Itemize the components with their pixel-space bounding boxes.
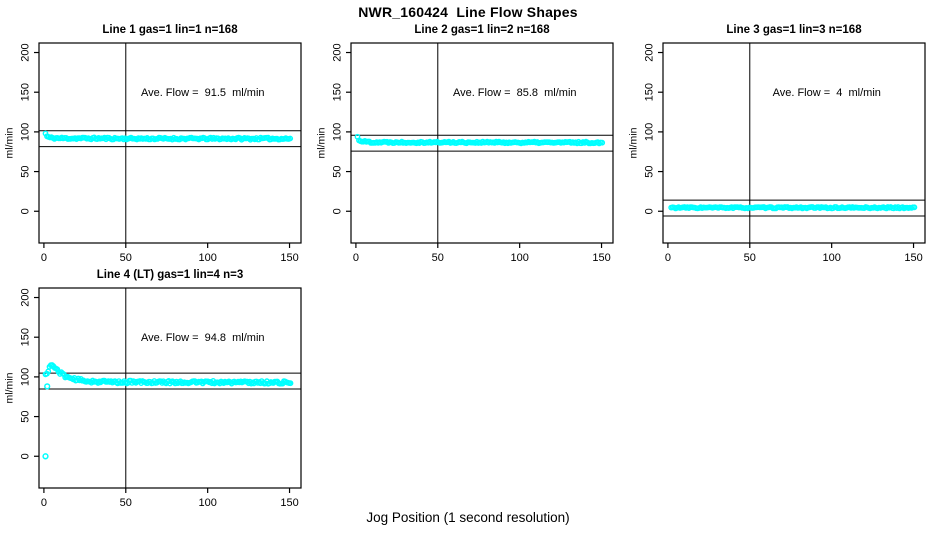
svg-text:Line 1 gas=1 lin=1 n=168: Line 1 gas=1 lin=1 n=168 bbox=[102, 24, 238, 36]
subplot-line-2: Line 2 gas=1 lin=2 n=168 0 50 100 150 0 50 100 1… bbox=[316, 24, 614, 264]
svg-text:50: 50 bbox=[432, 252, 444, 264]
svg-text:Line 2 gas=1 lin=2 n=168: Line 2 gas=1 lin=2 n=168 bbox=[414, 24, 550, 36]
svg-text:0: 0 bbox=[20, 208, 32, 214]
svg-text:ml/min: ml/min bbox=[4, 127, 16, 158]
svg-text:0: 0 bbox=[353, 252, 359, 264]
svg-text:50: 50 bbox=[744, 252, 756, 264]
svg-text:Ave. Flow = 94.8 ml/min: Ave. Flow = 94.8 ml/min bbox=[141, 332, 265, 344]
svg-text:0: 0 bbox=[665, 252, 671, 264]
svg-text:ml/min: ml/min bbox=[628, 127, 640, 158]
svg-text:150: 150 bbox=[644, 83, 656, 101]
svg-text:50: 50 bbox=[120, 497, 132, 509]
svg-text:200: 200 bbox=[20, 43, 32, 61]
svg-text:0: 0 bbox=[41, 252, 47, 264]
svg-text:50: 50 bbox=[332, 165, 344, 177]
svg-text:100: 100 bbox=[20, 368, 32, 386]
svg-text:ml/min: ml/min bbox=[4, 372, 16, 403]
svg-text:150: 150 bbox=[20, 328, 32, 346]
svg-text:0: 0 bbox=[20, 453, 32, 459]
svg-text:200: 200 bbox=[644, 43, 656, 61]
svg-text:0: 0 bbox=[644, 208, 656, 214]
svg-text:Line 3 gas=1 lin=3 n=168: Line 3 gas=1 lin=3 n=168 bbox=[726, 24, 862, 36]
svg-text:150: 150 bbox=[20, 83, 32, 101]
svg-text:Ave. Flow = 91.5 ml/min: Ave. Flow = 91.5 ml/min bbox=[141, 87, 265, 99]
svg-text:Ave. Flow = 4 ml/min: Ave. Flow = 4 ml/min bbox=[773, 87, 881, 99]
subplot-line-4: Line 4 (LT) gas=1 lin=4 n=3 0 50 100 150 0 50 1… bbox=[4, 269, 302, 509]
svg-text:150: 150 bbox=[280, 252, 298, 264]
svg-text:100: 100 bbox=[332, 123, 344, 141]
svg-text:100: 100 bbox=[198, 252, 216, 264]
page-title: NWR_160424 Line Flow Shapes bbox=[358, 4, 578, 20]
svg-text:150: 150 bbox=[592, 252, 610, 264]
x-axis-label: Jog Position (1 second resolution) bbox=[366, 510, 570, 525]
svg-text:100: 100 bbox=[20, 123, 32, 141]
svg-text:ml/min: ml/min bbox=[316, 127, 328, 158]
svg-text:200: 200 bbox=[332, 43, 344, 61]
subplot-line-1: Line 1 gas=1 lin=1 n=168 0 50 100 150 0 50 100 1… bbox=[4, 24, 302, 264]
svg-text:100: 100 bbox=[644, 123, 656, 141]
subplot-line-3: Line 3 gas=1 lin=3 n=168 0 50 100 150 0 50 100 1… bbox=[628, 24, 926, 264]
svg-text:150: 150 bbox=[904, 252, 922, 264]
svg-text:Ave. Flow = 85.8 ml/min: Ave. Flow = 85.8 ml/min bbox=[453, 87, 577, 99]
svg-text:50: 50 bbox=[20, 410, 32, 422]
svg-text:50: 50 bbox=[644, 165, 656, 177]
svg-text:150: 150 bbox=[332, 83, 344, 101]
svg-text:100: 100 bbox=[822, 252, 840, 264]
svg-text:150: 150 bbox=[280, 497, 298, 509]
svg-text:0: 0 bbox=[41, 497, 47, 509]
svg-text:Line 4 (LT) gas=1 lin=4 n=3: Line 4 (LT) gas=1 lin=4 n=3 bbox=[97, 269, 243, 281]
svg-text:50: 50 bbox=[20, 165, 32, 177]
svg-text:0: 0 bbox=[332, 208, 344, 214]
svg-text:200: 200 bbox=[20, 288, 32, 306]
svg-text:100: 100 bbox=[198, 497, 216, 509]
svg-text:50: 50 bbox=[120, 252, 132, 264]
svg-text:100: 100 bbox=[510, 252, 528, 264]
